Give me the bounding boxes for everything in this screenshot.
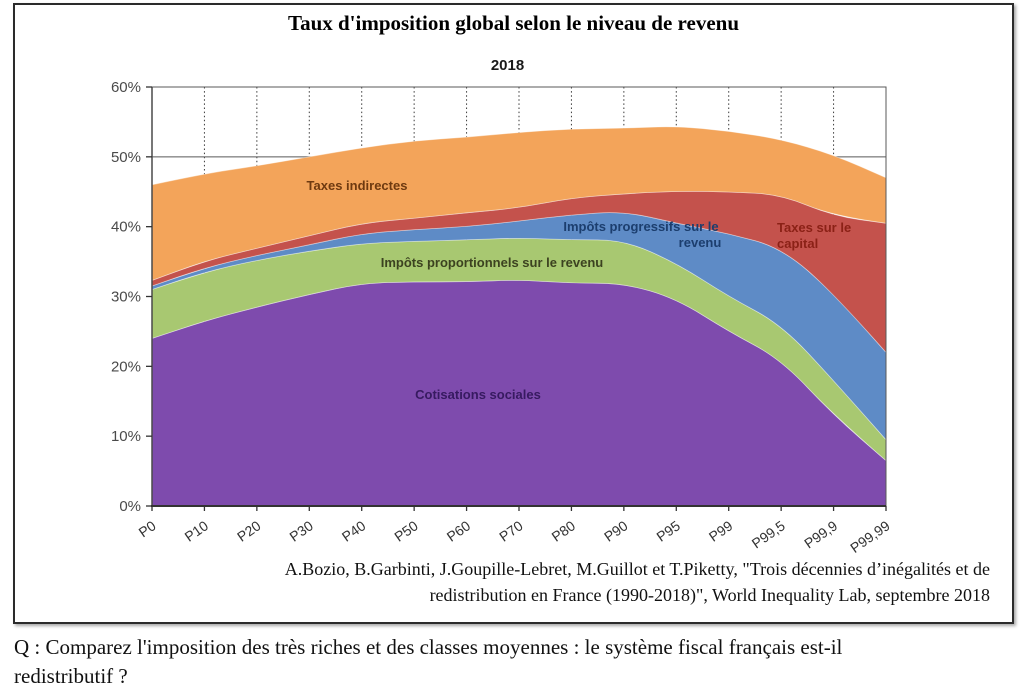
series-label-taxes-capital: capital xyxy=(777,236,818,251)
figure-title: Taux d'imposition global selon le niveau… xyxy=(287,11,739,35)
x-axis-label: P70 xyxy=(496,517,526,545)
x-axis-label: P99,5 xyxy=(749,517,788,551)
x-axis-label: P90 xyxy=(601,517,631,545)
question-line: redistributif ? xyxy=(14,664,128,688)
x-axis-label: P99,99 xyxy=(847,517,893,556)
series-label-cotisations-sociales: Cotisations sociales xyxy=(415,387,541,402)
y-axis-label: 0% xyxy=(119,498,141,515)
x-axis-label: P60 xyxy=(444,517,474,545)
series-label-impots-proportionnels: Impôts proportionnels sur le revenu xyxy=(381,255,604,270)
citation-line: A.Bozio, B.Garbinti, J.Goupille-Lebret, … xyxy=(284,559,990,579)
x-axis-label: P0 xyxy=(136,517,159,540)
x-axis-label: P20 xyxy=(234,517,264,545)
series-label-taxes-indirectes: Taxes indirectes xyxy=(307,178,408,193)
x-axis-label: P99,9 xyxy=(801,517,840,551)
x-axis-label: P10 xyxy=(182,517,212,545)
x-axis-label: P50 xyxy=(391,517,421,545)
x-axis-label: P40 xyxy=(339,517,369,545)
x-axis-label: P95 xyxy=(653,517,683,545)
x-axis-label: P30 xyxy=(286,517,316,545)
series-label-impots-progressifs: revenu xyxy=(679,235,722,250)
question-line: Q : Comparez l'imposition des très riche… xyxy=(14,635,843,659)
y-axis-label: 30% xyxy=(111,289,141,306)
chart-year-label: 2018 xyxy=(490,57,525,74)
y-axis-label: 10% xyxy=(111,428,141,445)
figure-panel: Taux d'imposition global selon le niveau… xyxy=(13,3,1014,624)
citation-line: redistribution en France (1990-2018)", W… xyxy=(429,585,990,605)
x-axis-label: P80 xyxy=(549,517,579,545)
y-axis-label: 50% xyxy=(111,149,141,166)
question-text: Q : Comparez l'imposition des très riche… xyxy=(14,633,1018,691)
stacked-area-chart: 0% 10% 20% 30% 40% 50% 60% P0 P10 P20 P30 P40 P50 P60… xyxy=(111,79,893,556)
series-label-taxes-capital: Taxes sur le xyxy=(777,220,851,235)
y-axis-label: 20% xyxy=(111,358,141,375)
x-axis-label: P99 xyxy=(706,517,736,545)
source-citation: A.Bozio, B.Garbinti, J.Goupille-Lebret, … xyxy=(35,556,990,608)
y-axis-label: 40% xyxy=(111,219,141,236)
series-label-impots-progressifs: Impôts progressifs sur le xyxy=(563,219,718,234)
y-axis-label: 60% xyxy=(111,79,141,96)
